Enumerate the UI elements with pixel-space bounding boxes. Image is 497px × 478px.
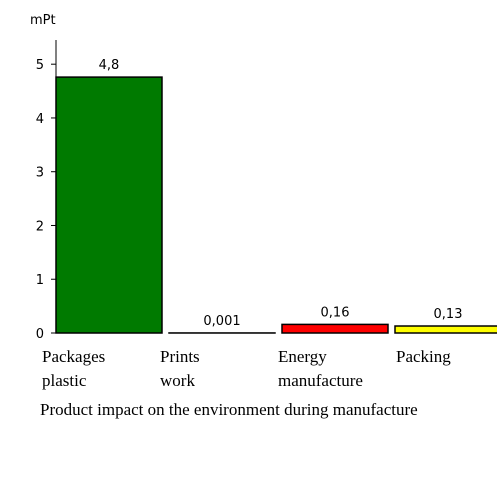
- x-tick-label: Packages plastic: [42, 347, 105, 390]
- y-tick-label: 4: [36, 112, 44, 127]
- value-label: 0,16: [321, 305, 350, 320]
- x-tick-label: Prints work: [160, 347, 200, 390]
- x-tick-label: Packing: [396, 347, 451, 366]
- bar: [281, 323, 389, 334]
- value-label: 4,8: [99, 58, 120, 73]
- bar: [55, 76, 163, 334]
- y-axis-label: mPt: [30, 13, 56, 28]
- y-tick-label: 0: [36, 327, 44, 342]
- x-tick-label: Energy manufacture: [278, 347, 363, 390]
- value-label: 0,13: [434, 307, 463, 322]
- y-tick-label: 5: [36, 58, 44, 73]
- bar: [394, 325, 497, 334]
- y-tick-label: 1: [36, 273, 44, 288]
- value-label: 0,001: [203, 314, 240, 329]
- chart: mPt 0 1 2 3 4 5 4,8 Packages plastic 0,001 Prints w…: [30, 13, 497, 390]
- y-tick-label: 2: [36, 219, 44, 234]
- caption: Product impact on the environment during…: [40, 400, 418, 419]
- y-tick-label: 3: [36, 166, 44, 181]
